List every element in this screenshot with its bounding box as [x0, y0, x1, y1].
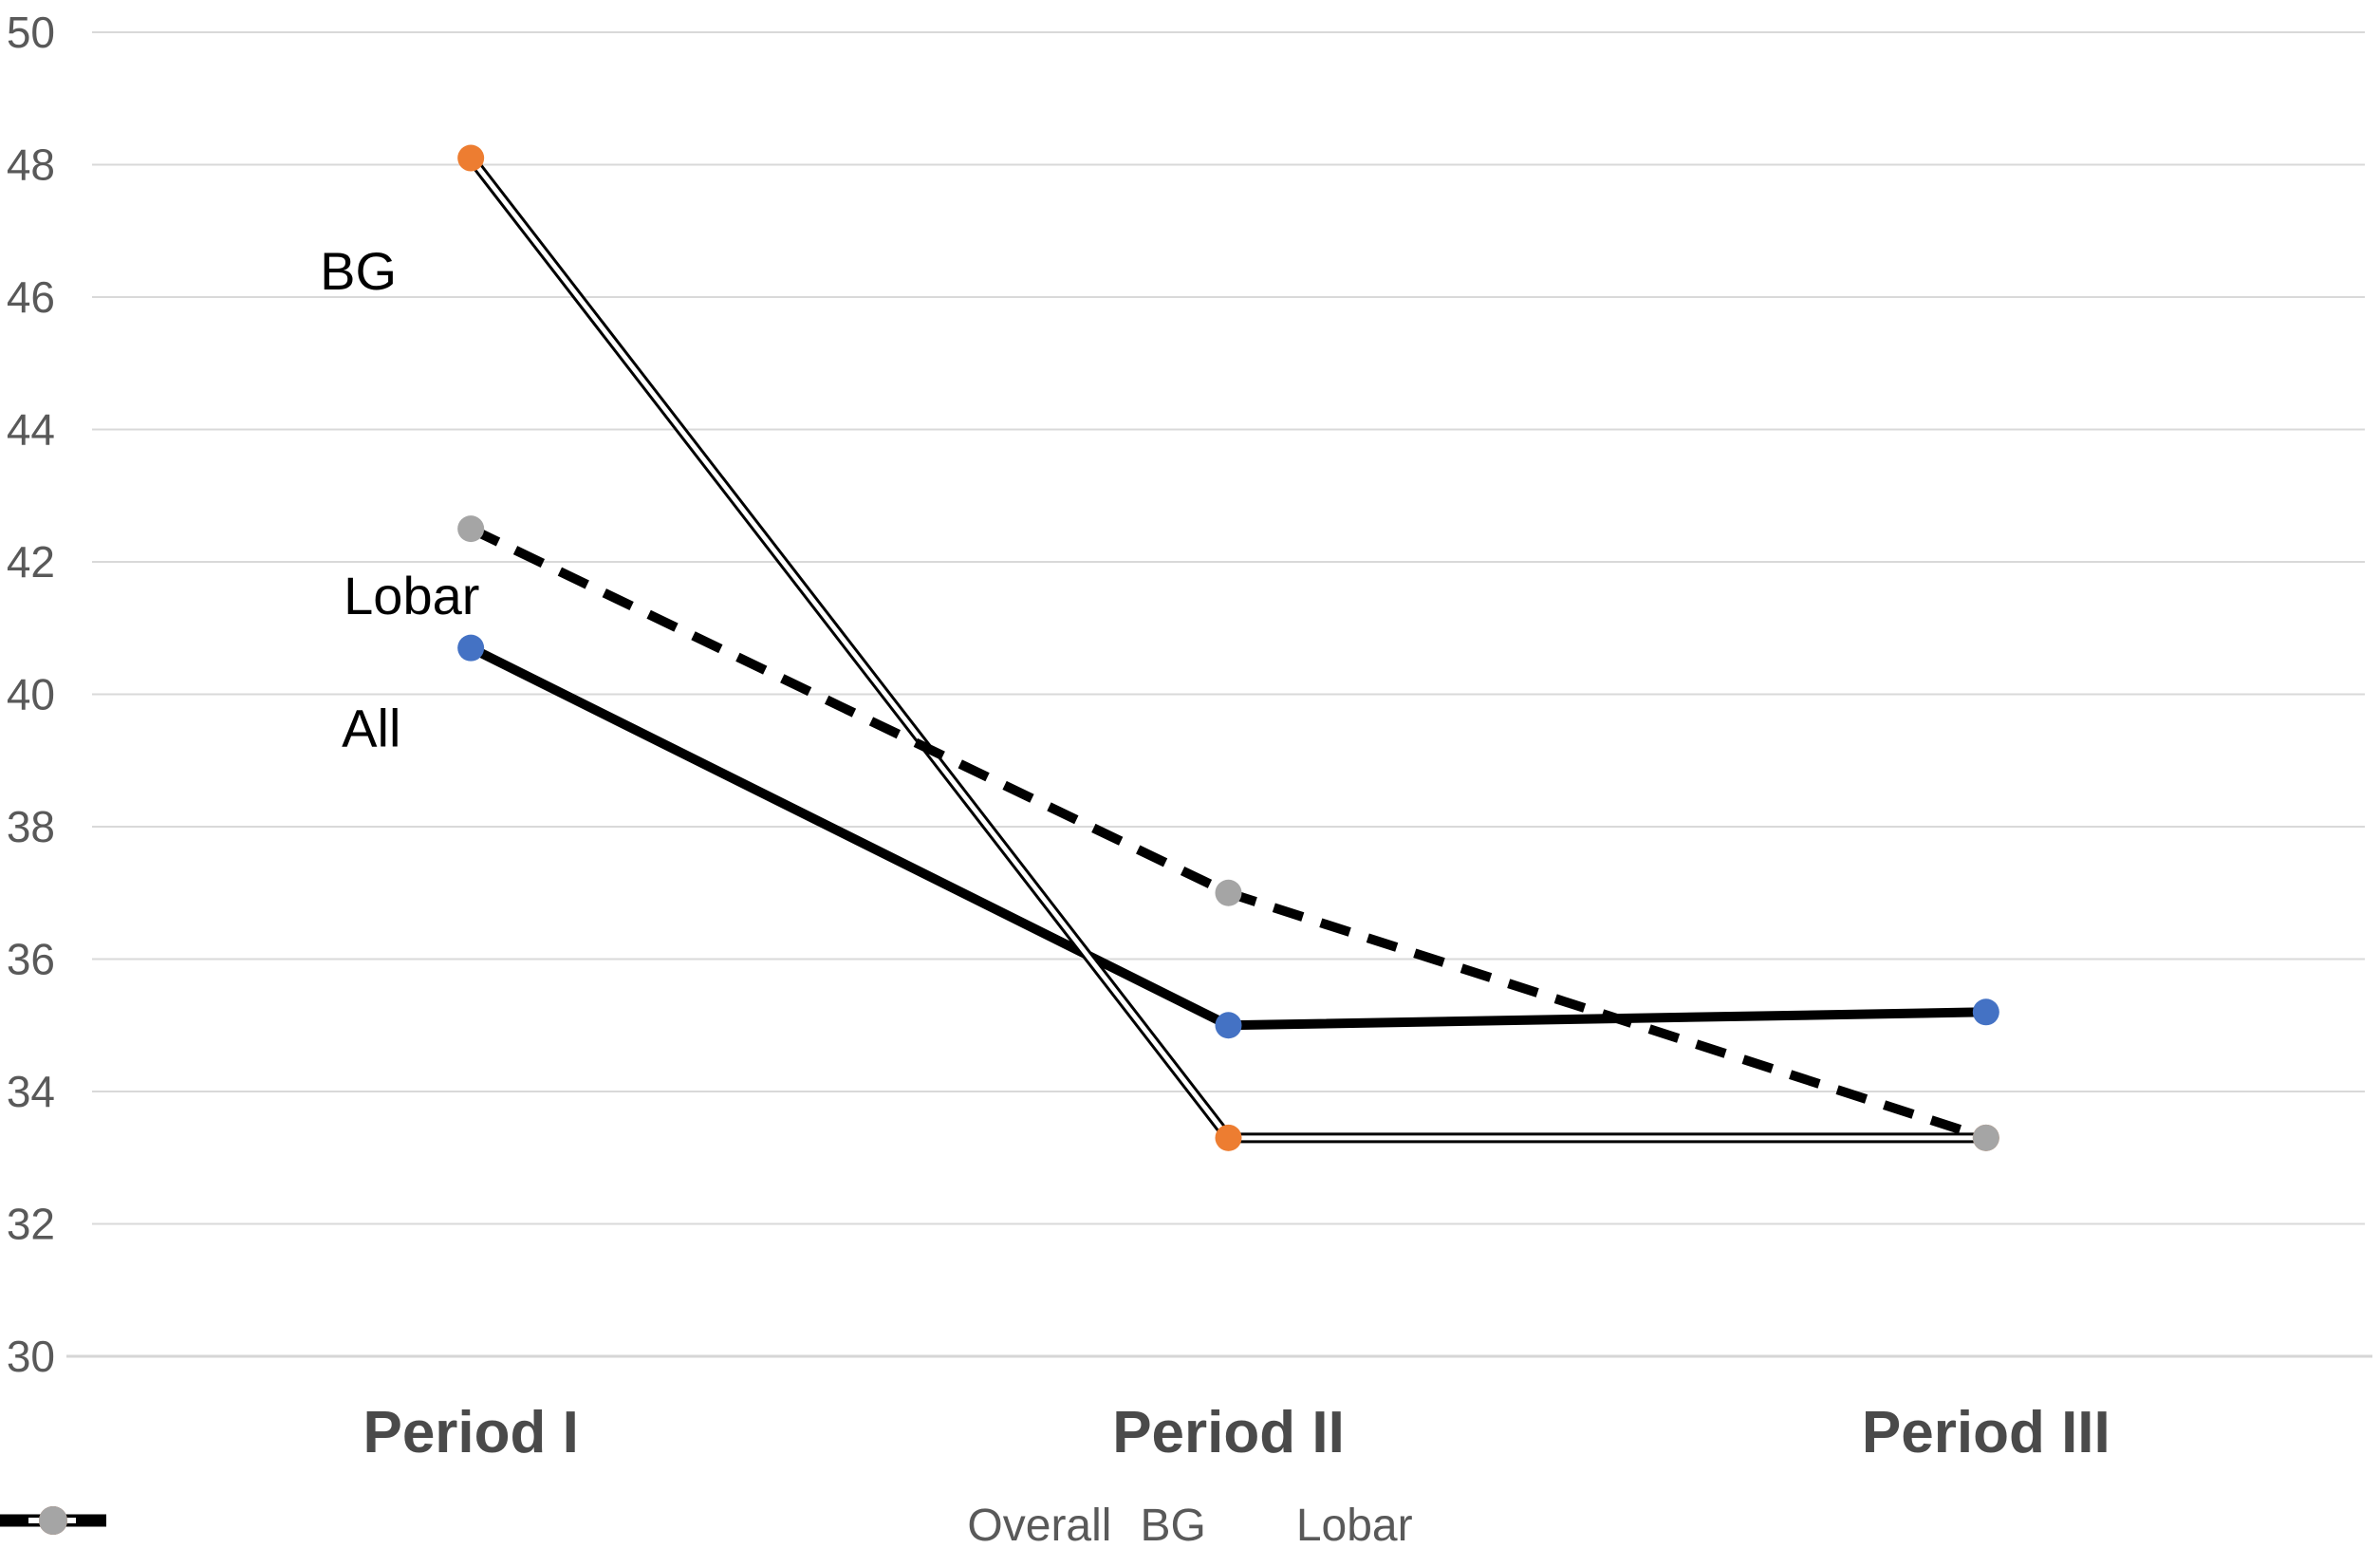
- y-tick-label: 48: [7, 140, 55, 190]
- y-tick-label: 44: [7, 405, 55, 455]
- y-tick-label: 36: [7, 935, 55, 984]
- y-tick-label: 46: [7, 272, 55, 322]
- legend-label-lobar: Lobar: [1295, 1501, 1413, 1551]
- y-tick-label: 40: [7, 670, 55, 719]
- legend-item-lobar: Lobar: [0, 1501, 1413, 1551]
- series-annotation-lobar: Lobar: [344, 566, 479, 625]
- data-point-lobar: [1972, 1124, 1999, 1151]
- data-point-overall: [1215, 1012, 1242, 1039]
- y-tick-label: 30: [7, 1332, 55, 1381]
- y-tick-label: 50: [7, 8, 55, 57]
- data-point-lobar: [457, 515, 485, 543]
- data-point-lobar: [1215, 879, 1242, 906]
- series-line-bg: [466, 155, 1986, 1144]
- series-line-inner-bg: [469, 156, 1986, 1141]
- series-annotation-bg: BG: [320, 241, 397, 301]
- legend-marker-dashed-line-icon: [0, 1506, 106, 1535]
- data-point-bg: [457, 144, 485, 172]
- data-point-overall: [1972, 998, 1999, 1026]
- data-point-overall: [457, 634, 485, 662]
- legend-label-overall: Overall: [967, 1501, 1112, 1551]
- legend: Overall BG Lobar: [0, 1503, 2380, 1549]
- series-line-overall: [468, 644, 1986, 1031]
- y-tick-label: 42: [7, 537, 55, 587]
- series-line-lobar: [469, 524, 1988, 1143]
- legend-label-bg: BG: [1140, 1501, 1206, 1551]
- legend-item-bg: BG: [0, 1501, 1206, 1551]
- x-category-label: Period I: [363, 1400, 578, 1465]
- x-category-label: Period II: [1112, 1400, 1345, 1465]
- series-annotation-all: All: [342, 698, 400, 757]
- y-tick-label: 34: [7, 1067, 55, 1116]
- legend-item-overall: Overall: [0, 1501, 1112, 1551]
- y-tick-label: 38: [7, 802, 55, 851]
- y-tick-label: 32: [7, 1200, 55, 1249]
- data-point-bg: [1215, 1124, 1242, 1151]
- x-category-label: Period III: [1862, 1400, 2110, 1465]
